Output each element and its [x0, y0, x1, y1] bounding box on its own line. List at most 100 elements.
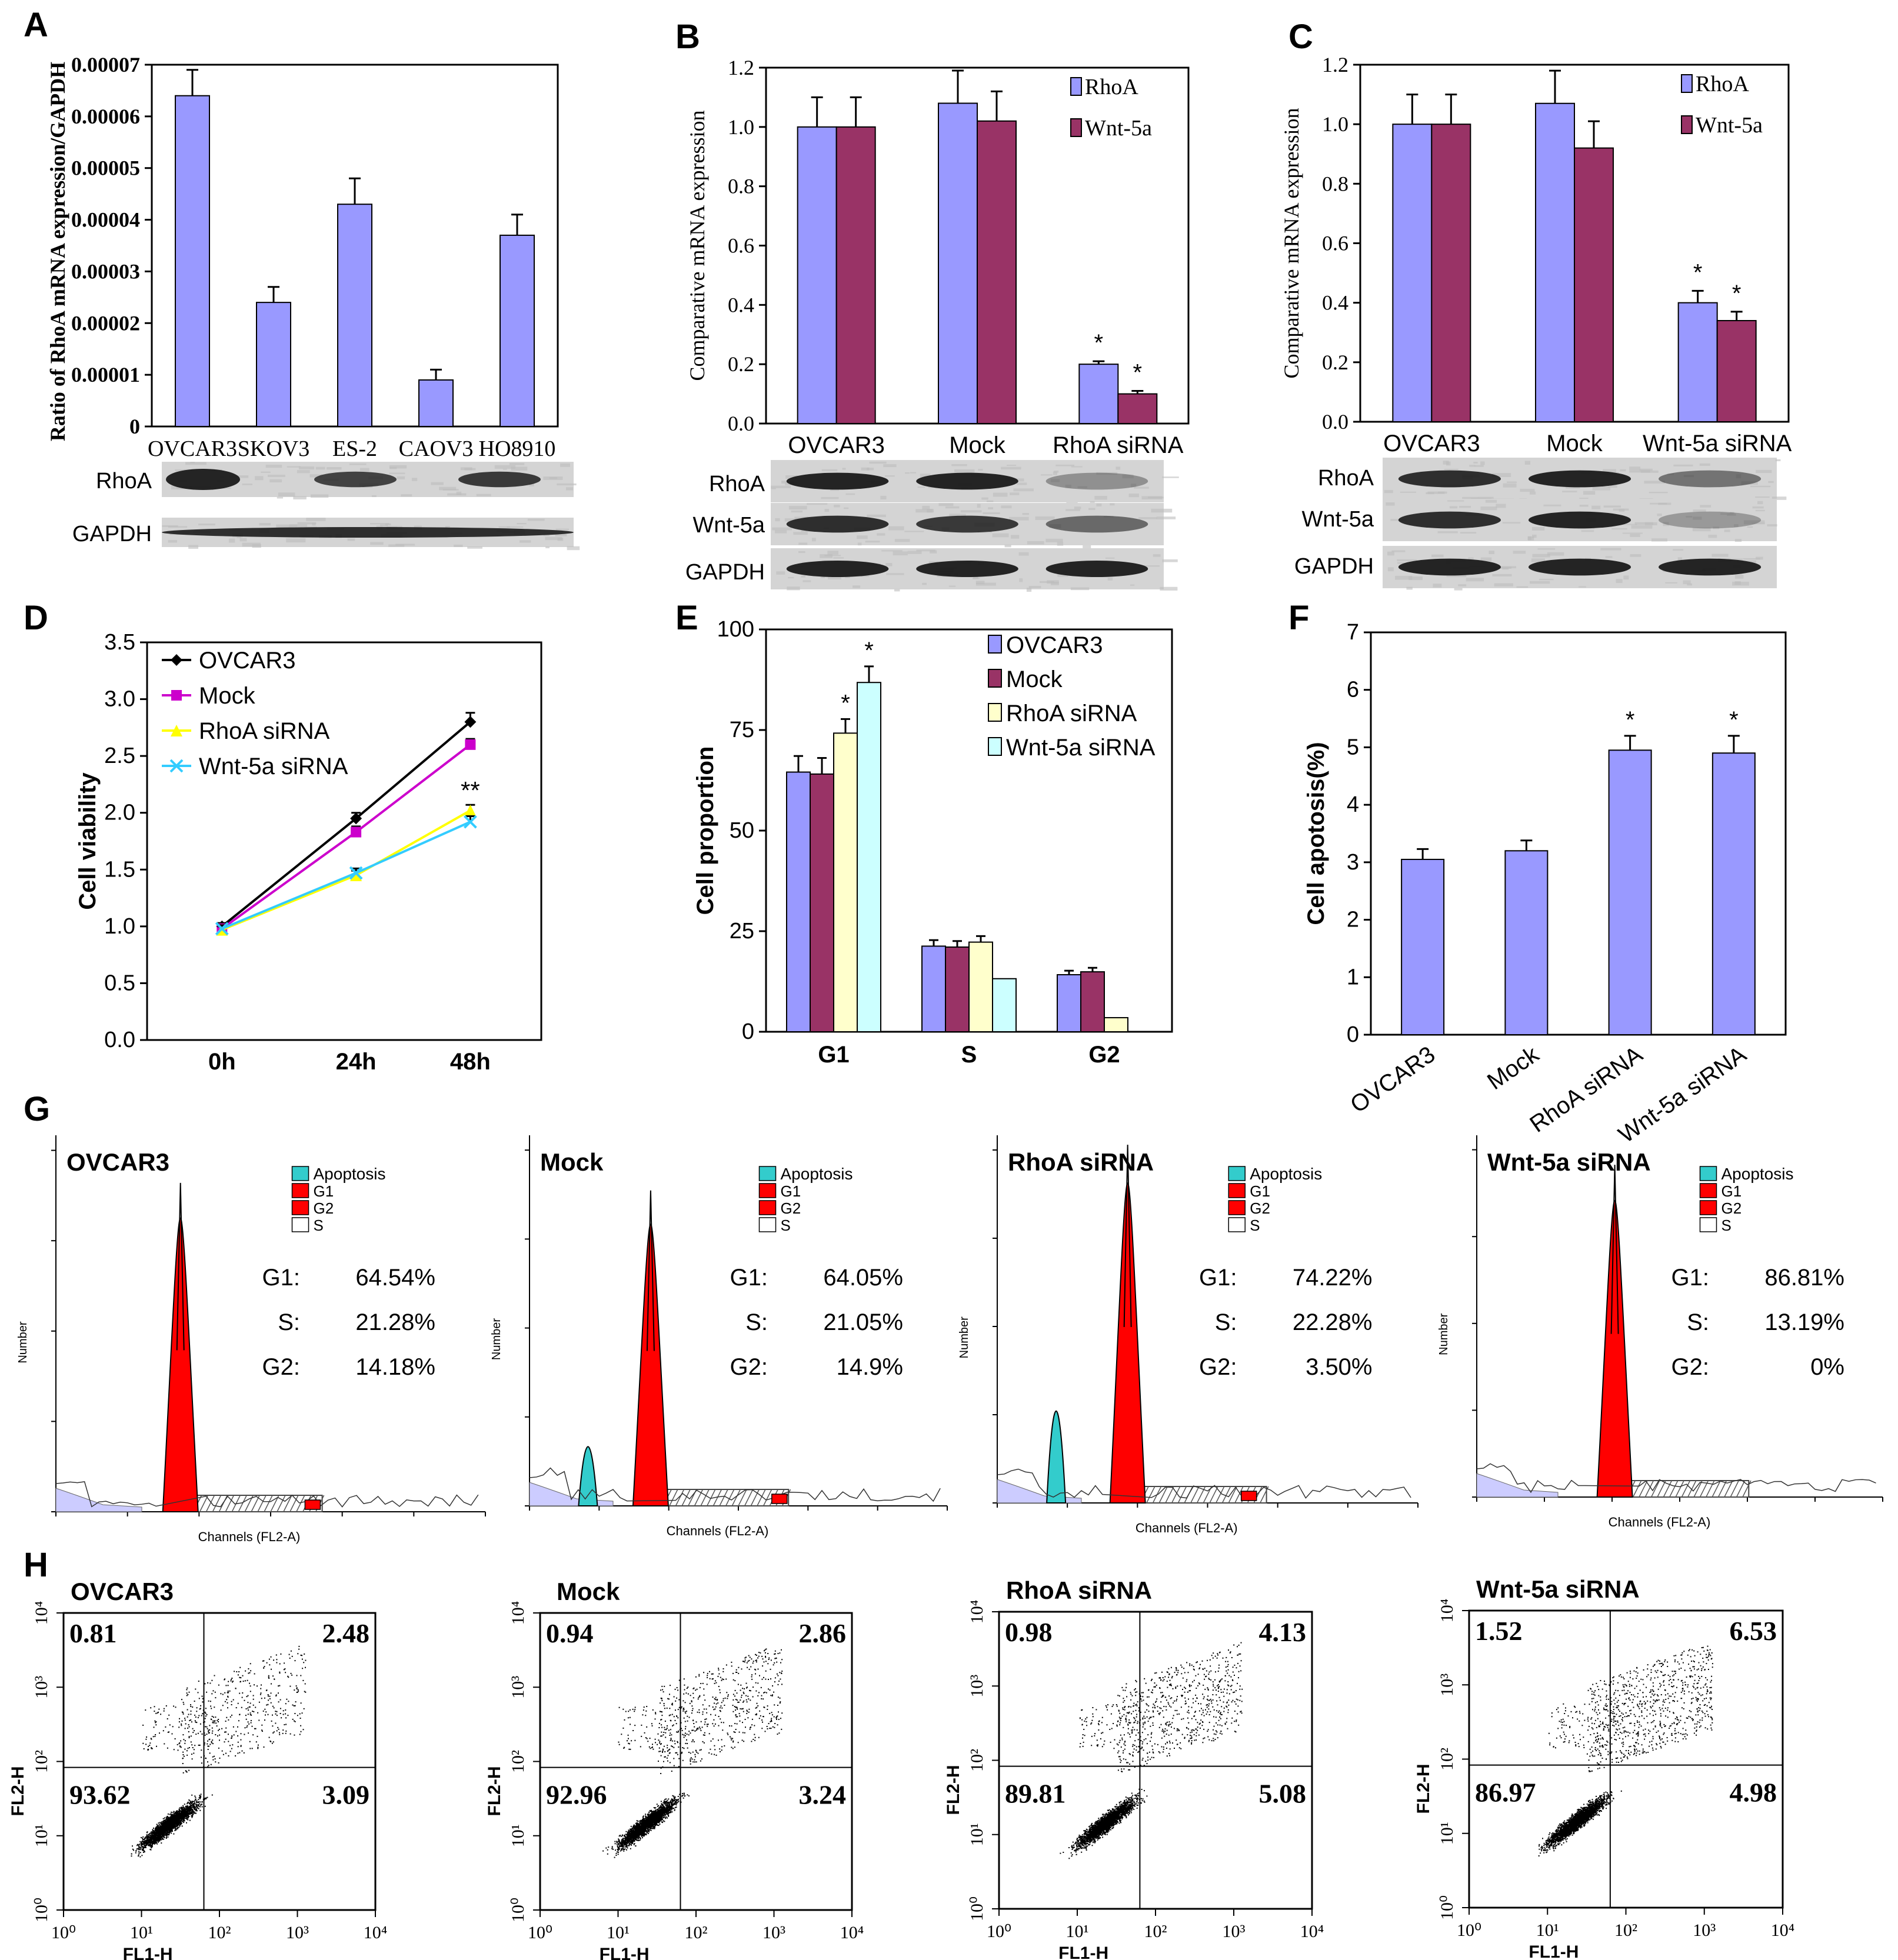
blot-noise: [1083, 545, 1091, 549]
blot-noise: [456, 491, 462, 495]
blot-noise: [904, 531, 924, 532]
scatter-RhoA siRNA: 10⁰10⁰ 10¹ 10¹ 10² 10² 10³ 10³ 10⁴ 10⁴ FL1-H FL2-H…: [944, 1576, 1324, 1960]
blot-noise: [1090, 501, 1095, 503]
hist-legend-swatch: [758, 1166, 777, 1181]
bar-OVCAR3-G2: [1057, 974, 1081, 1032]
blot-noise: [793, 532, 808, 535]
hist-legend-label: G2: [314, 1199, 334, 1217]
hist-g2-peak: [1240, 1491, 1257, 1501]
blot-noise: [1131, 484, 1137, 488]
bar-RhoA-Mock: [1535, 102, 1575, 422]
blot-band: [916, 561, 1018, 577]
bar-Wnt-5a-RhoA siRNA: [1117, 393, 1158, 424]
marker-Mock: [351, 826, 362, 838]
blot-noise: [916, 549, 935, 552]
blot-noise: [287, 466, 301, 468]
hist-s-hatch: [731, 1489, 741, 1506]
blot-noise: [447, 493, 467, 496]
blot-noise: [529, 482, 534, 486]
y-tick-label: 5: [1347, 735, 1359, 759]
blot-noise: [297, 470, 310, 474]
blot-noise: [555, 528, 569, 531]
y-tick-label: 1.2: [728, 56, 754, 79]
blot-noise: [277, 496, 284, 499]
hist-s-hatch: [1639, 1480, 1648, 1498]
blot-noise: [775, 518, 780, 522]
blot-noise: [894, 589, 900, 592]
chart-panel-c: 0.0 0.2 0.4 0.6 0.8 1.0 1.2 OVCAR3 Mock * * Wnt-5a …: [1280, 53, 1792, 456]
blot-noise: [1750, 485, 1771, 488]
hist-legend-label: G1: [314, 1182, 334, 1200]
y-tick-label: 1: [1347, 965, 1359, 989]
scatter-title: Wnt-5a siRNA: [1476, 1575, 1640, 1603]
blot-noise: [239, 538, 247, 542]
scatter-title: RhoA siRNA: [1006, 1576, 1152, 1604]
blot-noise: [978, 469, 983, 471]
blot-noise: [502, 468, 507, 470]
y-tick-label: 0.4: [728, 293, 754, 316]
hist-s-hatch: [1177, 1486, 1187, 1504]
blot-noise: [1734, 575, 1744, 579]
blot-noise: [198, 524, 215, 526]
blot-noise: [312, 522, 316, 526]
hist-s-hatch: [1651, 1480, 1660, 1498]
quadrant-ur-value: 2.86: [799, 1618, 847, 1648]
hist-g1-peak: [632, 1224, 669, 1506]
blot-noise: [1630, 534, 1640, 537]
blot-band: [916, 515, 1018, 533]
blot-noise: [237, 535, 242, 539]
blot-noise: [1128, 494, 1140, 498]
blot-noise: [1630, 554, 1641, 557]
blot-noise: [820, 575, 825, 578]
quadrant-ul-value: 1.52: [1475, 1616, 1523, 1646]
blot-noise: [168, 526, 188, 528]
blot-noise: [1650, 502, 1667, 505]
blot-noise: [1458, 584, 1467, 586]
hist-apoptosis-peak: [1046, 1411, 1067, 1504]
blot-noise: [945, 506, 960, 509]
blot-noise: [252, 544, 261, 548]
quadrant-ur-value: 6.53: [1730, 1616, 1777, 1646]
blot-noise: [1532, 534, 1537, 538]
bar-a-HO8910: [500, 234, 535, 427]
y-tick-label: 0.0: [728, 412, 754, 435]
blot-noise: [1581, 530, 1594, 532]
blot-noise: [1047, 580, 1059, 584]
blot-noise: [1649, 492, 1668, 494]
blot-b-wnt5a: [771, 503, 1176, 549]
blot-noise: [1156, 516, 1176, 519]
scatter-events: [131, 1645, 307, 1858]
blot-noise: [821, 469, 838, 471]
y-tick-label: 0.00004: [71, 208, 140, 232]
blot-noise: [821, 496, 839, 499]
scatter-x-tick-label: 10⁴: [1300, 1922, 1324, 1941]
blot-noise: [1054, 471, 1059, 473]
hist-legend-label: Apoptosis: [781, 1165, 853, 1183]
blot-label: Wnt-5a: [693, 513, 765, 538]
y-tick-label: 2.5: [104, 744, 135, 768]
blot-noise: [1018, 552, 1029, 556]
blot-noise: [1543, 504, 1561, 506]
hist-s-hatch: [1171, 1486, 1181, 1504]
hist-s-hatch: [238, 1495, 247, 1512]
blot-noise: [267, 475, 285, 477]
scatter-Wnt-5a siRNA: 10⁰10⁰ 10¹ 10¹ 10² 10² 10³ 10³ 10⁴ 10⁴ FL1-H FL2-H…: [1414, 1575, 1794, 1960]
blot-noise: [494, 465, 516, 469]
blot-noise: [983, 512, 1000, 515]
blot-noise: [1480, 506, 1497, 511]
x-tick-label: RhoA siRNA: [1053, 432, 1184, 458]
scatter-y-tick-label: 10²: [508, 1750, 528, 1773]
blot-label: RhoA: [96, 469, 152, 494]
significance-star: *: [1133, 360, 1143, 386]
blot-noise: [1065, 484, 1071, 488]
blot-noise: [359, 468, 369, 472]
blot-noise: [784, 518, 800, 522]
blot-noise: [788, 506, 807, 510]
hist-apoptosis-peak: [578, 1446, 598, 1506]
hist-trace: [529, 1467, 941, 1502]
blot-noise: [1629, 470, 1650, 473]
blot-noise: [261, 471, 271, 473]
bar-Wnt-5a-OVCAR3: [1431, 124, 1471, 423]
blot-noise: [834, 505, 840, 508]
